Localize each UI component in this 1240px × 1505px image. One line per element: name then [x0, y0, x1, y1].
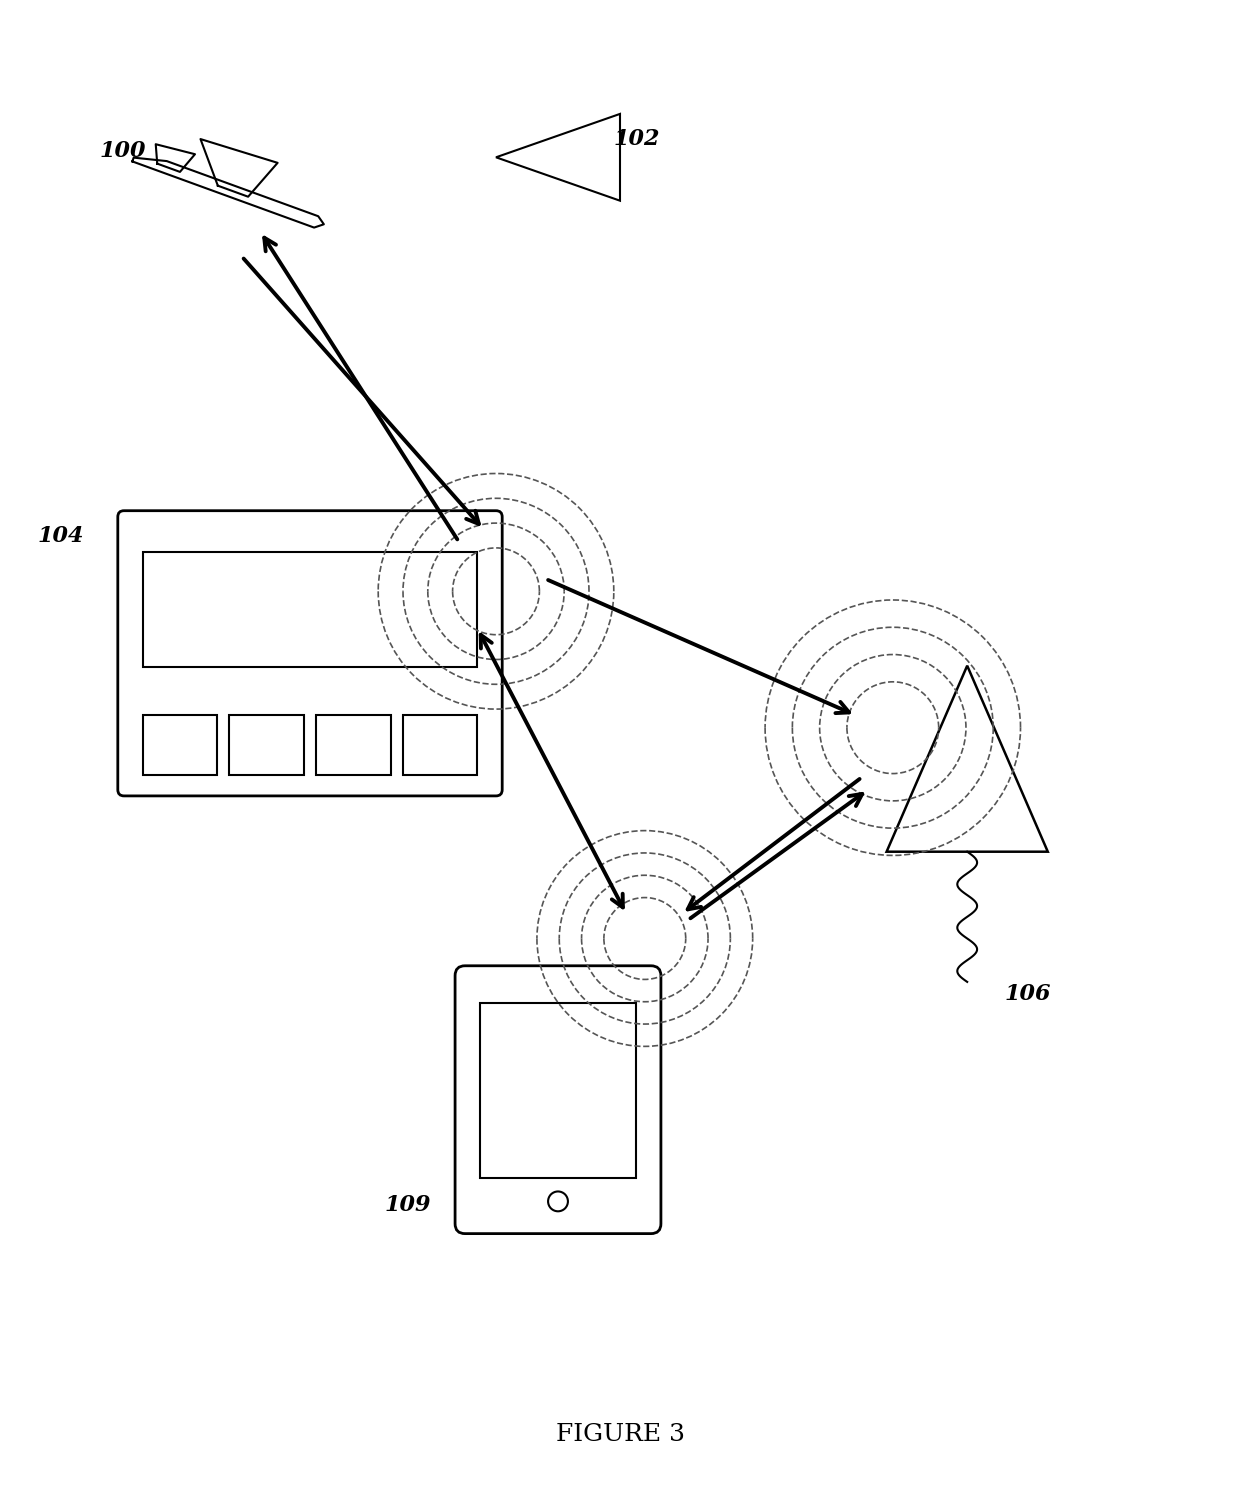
Bar [143, 715, 217, 775]
Text: 100: 100 [99, 140, 146, 163]
FancyBboxPatch shape [455, 966, 661, 1234]
Text: 106: 106 [1004, 983, 1052, 1005]
Bar [229, 715, 304, 775]
Text: 104: 104 [37, 525, 84, 546]
Text: 102: 102 [614, 128, 661, 150]
Bar [403, 715, 477, 775]
Bar [480, 1002, 636, 1178]
FancyBboxPatch shape [118, 510, 502, 796]
Text: 109: 109 [384, 1195, 432, 1216]
Bar [316, 715, 391, 775]
Bar [143, 552, 477, 667]
Text: FIGURE 3: FIGURE 3 [556, 1424, 684, 1446]
